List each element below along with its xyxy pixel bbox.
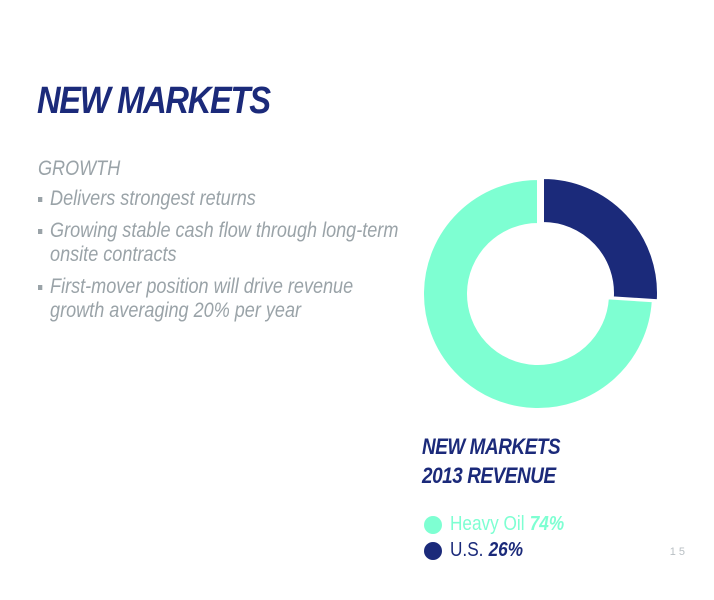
bullet-item: Delivers strongest returns	[38, 187, 408, 211]
chart-title: NEW MARKETS 2013 REVENUE	[422, 432, 561, 490]
slide-title: NEW MARKETS	[37, 80, 271, 122]
bullet-marker	[38, 197, 43, 202]
bullet-marker	[38, 285, 43, 290]
page-number: 15	[669, 546, 688, 558]
donut-slice-u-s	[542, 176, 659, 302]
legend-label: Heavy Oil 74%	[450, 513, 564, 536]
bullet-text: Delivers strongest returns	[50, 187, 256, 210]
legend-series-name: Heavy Oil	[450, 513, 525, 535]
legend-value: 26%	[488, 539, 524, 561]
legend-label: U.S. 26%	[450, 539, 523, 562]
bullet-item: Growing stable cash flow through long-te…	[38, 219, 408, 267]
chart-title-line-1: NEW MARKETS	[422, 434, 561, 459]
legend-value: 74%	[529, 513, 565, 535]
section-label: GROWTH	[38, 157, 121, 180]
donut-chart	[422, 176, 659, 410]
bullet-list: Delivers strongest returns Growing stabl…	[38, 187, 408, 331]
donut-slice-heavy-oil	[422, 177, 654, 410]
bullet-item: First-mover position will drive revenue …	[38, 275, 408, 323]
bullet-text: First-mover position will drive revenue …	[50, 275, 354, 322]
legend-series-name: U.S.	[450, 539, 484, 561]
bullet-text: Growing stable cash flow through long-te…	[50, 219, 399, 266]
legend-swatch	[424, 542, 442, 560]
bullet-marker	[38, 229, 43, 234]
chart-title-line-2: 2013 REVENUE	[422, 463, 556, 488]
legend-swatch	[424, 516, 442, 534]
